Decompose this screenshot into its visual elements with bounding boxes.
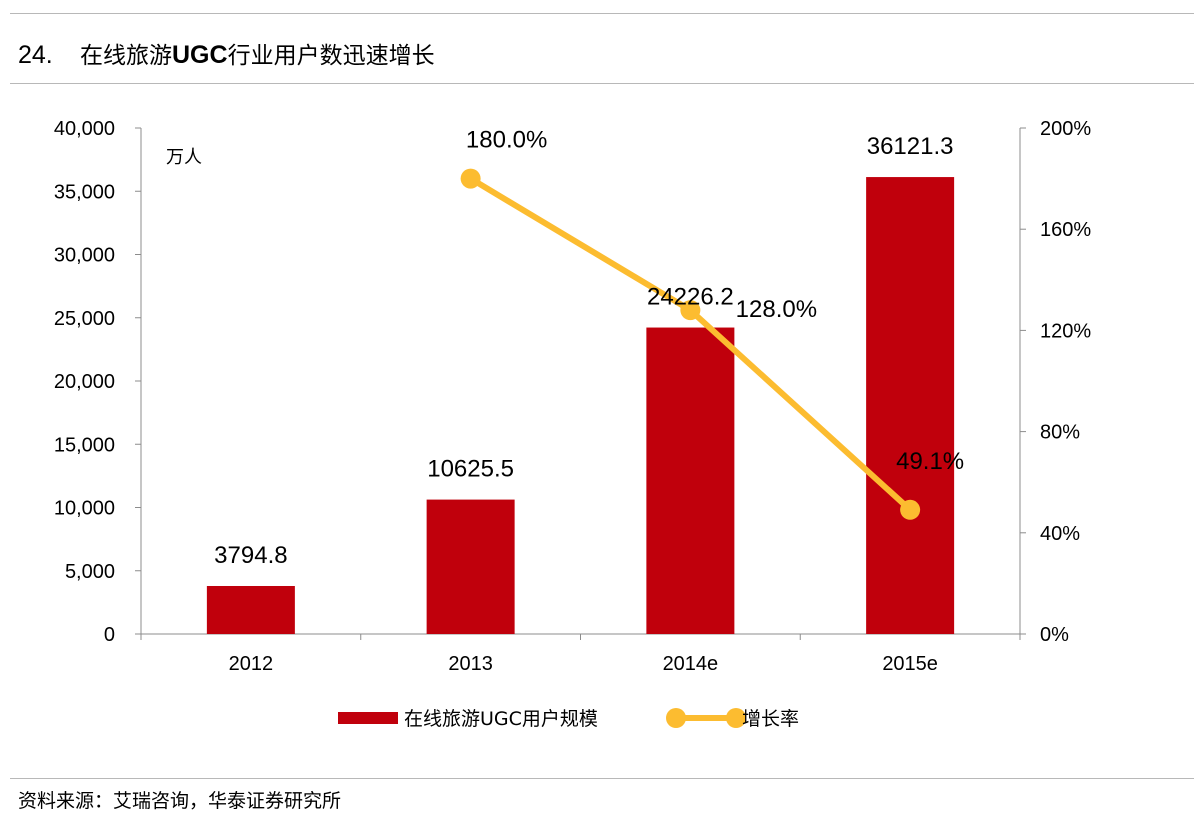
growth-marker: [680, 300, 701, 321]
figure-title-suffix: 行业用户数迅速增长: [227, 43, 435, 69]
top-rule: [10, 13, 1194, 14]
bar-value-label: 36121.3: [867, 133, 954, 160]
source-note: 资料来源：艾瑞咨询，华泰证券研究所: [18, 790, 342, 812]
y-left-tick-label: 15,000: [54, 434, 115, 456]
y-left-tick-label: 0: [104, 624, 115, 646]
legend-label-line: 增长率: [742, 708, 799, 730]
y-left-tick-label: 40,000: [54, 118, 115, 140]
bar: [426, 499, 515, 634]
source-rule: [10, 778, 1194, 779]
bar-value-label: 3794.8: [214, 542, 287, 569]
figure-number: 24.: [18, 41, 53, 69]
y-right-tick-label: 200%: [1040, 118, 1091, 140]
combo-chart: 0 5,000 10,000 15,000 20,000 25,000 30,000 35,0…: [54, 118, 1092, 730]
growth-value-label: 128.0%: [736, 296, 817, 323]
bar: [646, 327, 735, 634]
figure-title-prefix: 在线旅游: [80, 43, 172, 69]
growth-marker: [460, 168, 481, 189]
bar-value-label: 24226.2: [647, 284, 734, 311]
bar: [866, 177, 955, 634]
x-tick-label: 2012: [229, 653, 274, 675]
bar: [206, 585, 295, 634]
growth-marker: [900, 499, 921, 520]
y-right-tick-label: 120%: [1040, 320, 1091, 342]
y-right-tick-label: 160%: [1040, 219, 1091, 241]
y-left-tick-label: 10,000: [54, 498, 115, 520]
figure-title: 24. 在线旅游UGC行业用户数迅速增长: [18, 38, 435, 73]
legend-swatch-marker: [726, 708, 746, 728]
growth-value-label: 180.0%: [466, 127, 547, 154]
y-left-tick-label: 5,000: [65, 561, 115, 583]
growth-value-label: 49.1%: [896, 448, 964, 475]
y-right-tick-label: 40%: [1040, 523, 1080, 545]
legend-swatch-bar: [338, 712, 398, 724]
legend-label-bar: 在线旅游UGC用户规模: [404, 708, 598, 730]
x-tick-label: 2014e: [663, 653, 719, 675]
title-rule: [10, 83, 1194, 84]
x-tick-label: 2015e: [882, 653, 938, 675]
legend-swatch-marker: [666, 708, 686, 728]
y-left-tick-label: 20,000: [54, 371, 115, 393]
bar-value-label: 10625.5: [427, 456, 514, 483]
y-left-tick-label: 35,000: [54, 181, 115, 203]
x-tick-label: 2013: [448, 653, 493, 675]
y-left-tick-label: 30,000: [54, 245, 115, 267]
unit-label: 万人: [166, 147, 202, 168]
y-right-tick-label: 80%: [1040, 422, 1080, 444]
y-right-tick-label: 0%: [1040, 624, 1069, 646]
y-left-tick-label: 25,000: [54, 308, 115, 330]
figure-title-bold: UGC: [172, 41, 228, 69]
